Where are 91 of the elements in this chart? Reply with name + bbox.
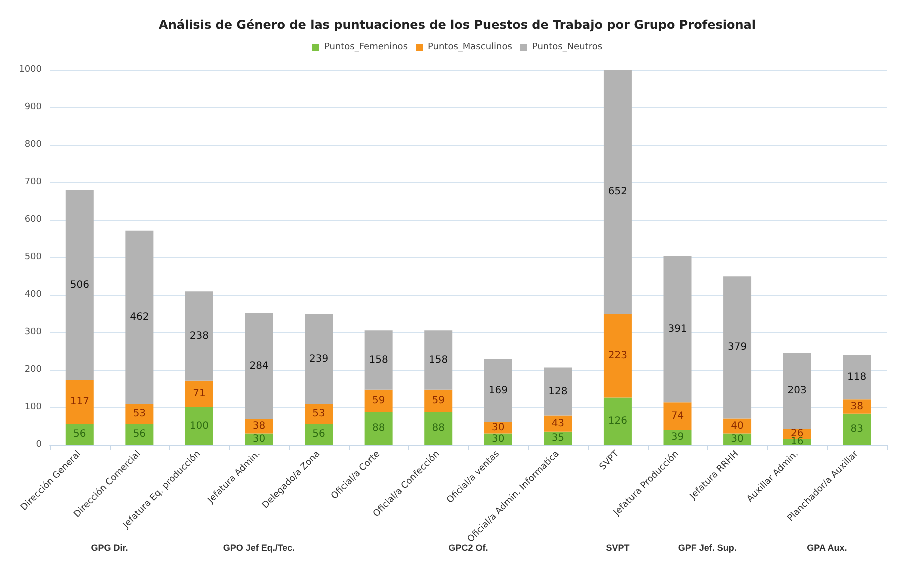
text: GPC2 Of. <box>448 543 488 553</box>
bar <box>126 424 154 445</box>
text: GPF Jef. Sup. <box>678 543 737 553</box>
y-tick-label: 500 <box>24 252 42 262</box>
data-label: 71 <box>193 388 206 400</box>
y-tick-label: 200 <box>24 365 42 375</box>
data-label: 88 <box>372 423 386 434</box>
y-tick-label: 1000 <box>19 65 42 75</box>
bar <box>604 70 632 314</box>
data-label: 56 <box>133 429 146 440</box>
text: GPG Dir. <box>91 543 128 553</box>
data-label: 30 <box>492 422 505 434</box>
data-label: 59 <box>372 395 386 406</box>
bar <box>604 314 632 398</box>
y-tick-label: 700 <box>24 178 42 188</box>
bar <box>185 408 214 445</box>
data-label: 38 <box>850 401 864 412</box>
bar <box>126 404 154 424</box>
data-label: 30 <box>731 434 744 445</box>
y-tick-label: 900 <box>24 102 42 112</box>
bar <box>544 368 572 416</box>
bar <box>664 402 692 430</box>
data-label: 74 <box>671 411 684 422</box>
bar <box>843 355 872 400</box>
data-label: 30 <box>252 434 266 445</box>
data-label: 169 <box>488 385 508 396</box>
data-label: 43 <box>552 418 565 430</box>
bar <box>305 314 334 404</box>
data-label: 462 <box>130 312 150 323</box>
data-label: 59 <box>432 395 445 406</box>
data-label: 30 <box>492 434 505 445</box>
data-label: 128 <box>548 386 568 398</box>
bar <box>364 412 393 445</box>
data-label: 53 <box>312 408 326 420</box>
bar <box>126 230 154 404</box>
text: GPA Aux. <box>807 543 848 553</box>
text: GPO Jef Eq./Tec. <box>223 543 296 553</box>
bar <box>424 390 453 412</box>
data-label: 38 <box>252 421 266 432</box>
bar <box>664 256 692 403</box>
legend-label: Puntos_Femeninos <box>324 42 408 52</box>
bar <box>843 414 872 445</box>
data-label: 88 <box>432 423 445 434</box>
bar <box>66 380 94 424</box>
y-tick-label: 0 <box>36 440 42 450</box>
data-label: 53 <box>133 408 146 420</box>
data-label: 40 <box>731 420 744 432</box>
data-label: 117 <box>70 396 90 408</box>
bar <box>364 390 393 412</box>
bar <box>364 330 393 390</box>
chart-title: Análisis de Género de las puntuaciones de los Puestos de Trabajo por Grupo Profesional <box>159 18 756 32</box>
data-label: 284 <box>250 360 269 372</box>
y-tick-label: 800 <box>24 140 42 150</box>
bar <box>783 353 812 430</box>
data-label: 100 <box>190 420 210 432</box>
bar <box>484 359 512 422</box>
data-label: 56 <box>74 429 86 440</box>
bar <box>185 380 214 408</box>
bar <box>424 412 453 445</box>
bar <box>604 398 632 445</box>
legend-label: Puntos_Masculinos <box>428 42 513 52</box>
data-label: 379 <box>728 342 748 354</box>
bar <box>724 276 752 419</box>
bar <box>305 404 334 424</box>
y-tick-label: 100 <box>24 402 42 412</box>
data-label: 239 <box>309 354 329 365</box>
legend-label: Puntos_Neutros <box>532 42 603 52</box>
bar <box>245 313 274 420</box>
data-label: 203 <box>788 386 807 397</box>
y-tick-label: 600 <box>24 215 42 225</box>
data-label: 35 <box>552 432 565 444</box>
data-label: 158 <box>429 354 448 366</box>
data-label: 391 <box>668 324 688 335</box>
bar <box>185 292 214 381</box>
data-label: 223 <box>608 350 628 362</box>
bar <box>66 190 94 380</box>
data-label: 56 <box>312 429 326 440</box>
data-label: 652 <box>608 186 628 198</box>
y-tick-label: 300 <box>24 328 42 338</box>
y-tick-label: 400 <box>24 290 42 300</box>
data-label: 158 <box>369 354 388 366</box>
text: SVPT <box>606 543 630 553</box>
bar <box>305 424 334 445</box>
bar <box>424 330 453 390</box>
data-label: 238 <box>190 330 210 342</box>
data-label: 39 <box>671 432 684 444</box>
bar <box>66 424 94 445</box>
data-label: 506 <box>70 280 90 291</box>
data-label: 83 <box>850 424 864 435</box>
data-label: 118 <box>848 372 867 383</box>
data-label: 126 <box>608 416 628 427</box>
